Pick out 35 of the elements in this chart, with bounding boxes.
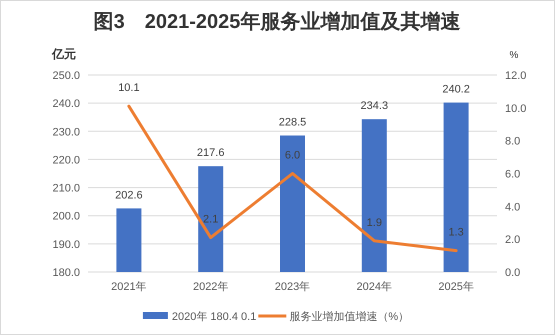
data-label: 1.3 — [448, 226, 464, 239]
legend-label: 2020年 180.4 0.1 — [172, 311, 256, 323]
y2-tick-label: 8.0 — [505, 136, 520, 148]
y2-tick-label: 4.0 — [505, 201, 520, 214]
data-label: 228.5 — [278, 116, 306, 129]
data-label: 1.9 — [366, 216, 382, 229]
y-tick-label: 250.0 — [52, 70, 80, 82]
x-tick-label: 2022年 — [192, 281, 228, 293]
y2-tick-label: 12.0 — [505, 70, 526, 82]
y2-axis-title: % — [510, 50, 519, 61]
data-label: 10.1 — [118, 82, 140, 94]
data-label: 202.6 — [115, 189, 143, 202]
y-tick-label: 230.0 — [52, 126, 80, 138]
x-tick-label: 2023年 — [274, 281, 310, 293]
y2-tick-label: 6.0 — [505, 168, 520, 180]
y2-tick-label: 2.0 — [505, 234, 520, 246]
data-label: 240.2 — [442, 84, 470, 96]
y2-tick-label: 10.0 — [505, 102, 526, 115]
y-tick-label: 190.0 — [52, 238, 80, 251]
y-axis-title: 亿元 — [51, 47, 76, 61]
y2-tick-label: 0.0 — [505, 267, 520, 279]
data-label: 234.3 — [360, 100, 388, 112]
y-tick-label: 220.0 — [52, 154, 80, 166]
data-label: 2.1 — [203, 214, 218, 226]
y-tick-label: 180.0 — [52, 267, 80, 279]
chart-title: 图3 2021-2025年服务业增加值及其增速 — [94, 11, 460, 33]
data-label: 6.0 — [284, 150, 300, 162]
y-tick-label: 210.0 — [52, 182, 80, 195]
data-label: 217.6 — [196, 147, 224, 160]
x-tick-label: 2024年 — [356, 281, 392, 293]
y-tick-label: 240.0 — [52, 98, 80, 110]
x-tick-label: 2025年 — [438, 281, 474, 293]
y-tick-label: 200.0 — [52, 210, 80, 223]
x-tick-label: 2021年 — [111, 281, 147, 293]
legend-label: 服务业增加值增速（%） — [289, 310, 410, 323]
